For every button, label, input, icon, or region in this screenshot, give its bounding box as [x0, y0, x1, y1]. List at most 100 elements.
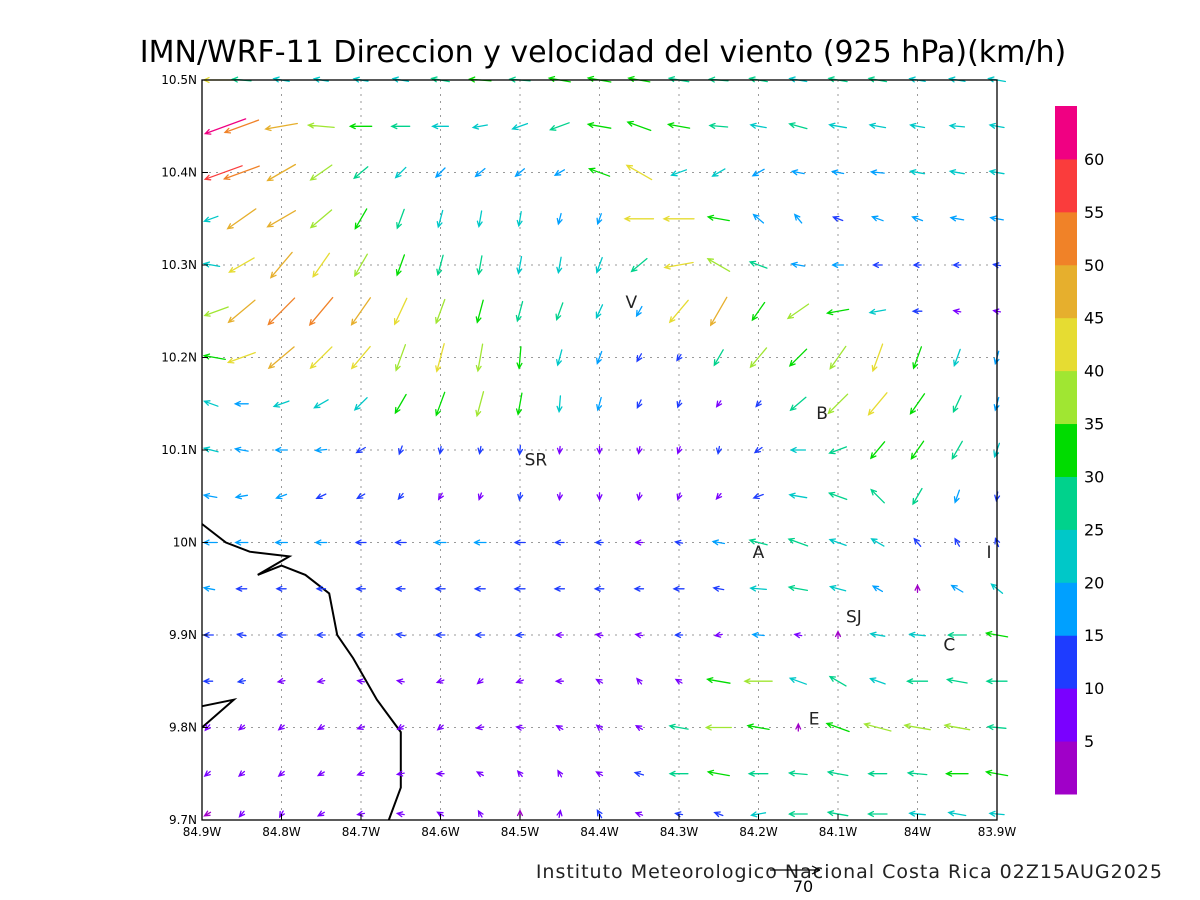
- wind-vector: [676, 353, 683, 362]
- wind-vector: [871, 343, 884, 373]
- wind-vector: [952, 395, 962, 414]
- wind-vector: [949, 215, 965, 222]
- wind-vector: [477, 492, 484, 501]
- y-tick-label: 9.7N: [169, 813, 197, 827]
- place-label: E: [809, 709, 820, 729]
- wind-vector: [223, 119, 260, 134]
- place-label: SJ: [846, 608, 862, 628]
- wind-vector: [350, 345, 371, 370]
- colorbar-label: 40: [1084, 362, 1104, 381]
- wind-vector: [706, 677, 731, 684]
- wind-vector: [274, 539, 288, 546]
- wind-vector: [513, 539, 526, 546]
- wind-vector: [676, 399, 683, 409]
- wind-vector: [593, 585, 605, 592]
- wind-vector: [549, 122, 570, 131]
- wind-vector: [355, 585, 366, 592]
- wind-vector: [309, 346, 333, 370]
- wind-vector: [315, 585, 327, 592]
- wind-vector: [316, 810, 325, 817]
- wind-vector: [825, 308, 850, 316]
- wind-vector: [596, 213, 603, 226]
- colorbar-swatch: [1055, 106, 1077, 160]
- wind-vector: [708, 122, 729, 129]
- wind-vector: [596, 445, 603, 456]
- wind-vector: [308, 296, 334, 327]
- wind-vector: [202, 400, 219, 407]
- wind-vector: [788, 348, 808, 367]
- wind-vector: [475, 299, 484, 324]
- wind-vector: [869, 631, 886, 638]
- wind-vector: [233, 400, 249, 407]
- x-tick-label: 84.2W: [739, 825, 778, 839]
- wind-vector: [203, 118, 247, 135]
- wind-vector: [747, 770, 769, 777]
- wind-vector: [633, 585, 645, 592]
- wind-vector: [753, 446, 763, 454]
- wind-vector: [272, 400, 290, 408]
- colorbar-label: 30: [1084, 468, 1104, 487]
- wind-vector: [595, 771, 604, 778]
- wind-vector: [264, 122, 298, 132]
- wind-vector: [315, 493, 327, 500]
- map-title: IMN/WRF-11 Direccion y velocidad del vie…: [140, 35, 1066, 70]
- wind-vector: [789, 396, 807, 412]
- wind-vector: [515, 724, 525, 731]
- wind-vector: [868, 308, 887, 315]
- colorbar-swatch: [1055, 370, 1077, 425]
- x-tick-label: 84.4W: [580, 825, 619, 839]
- wind-vector: [867, 810, 888, 818]
- y-tick-label: 10.3N: [161, 258, 197, 272]
- wind-vector: [266, 210, 297, 228]
- wind-vector: [309, 164, 333, 181]
- wind-vector: [635, 305, 643, 318]
- wind-vector: [390, 123, 411, 130]
- coastline-spur: [201, 697, 238, 729]
- wind-vector: [910, 440, 925, 461]
- x-tick-label: 84.7W: [342, 825, 381, 839]
- wind-vector: [236, 632, 247, 639]
- wind-vector: [316, 677, 326, 685]
- wind-vector: [353, 397, 368, 411]
- wind-vector: [237, 770, 246, 777]
- wind-vector: [790, 261, 806, 268]
- wind-vector: [393, 297, 408, 326]
- wind-vector: [477, 809, 484, 818]
- credit-text: Instituto Meteorologico Nacional Costa R…: [536, 861, 1163, 883]
- wind-vector: [668, 723, 689, 730]
- wind-vector: [953, 348, 961, 368]
- wind-vector: [435, 770, 445, 777]
- place-labels: V B SR A I SJ C E: [525, 293, 992, 729]
- wind-vector: [227, 299, 256, 324]
- wind-vector: [868, 122, 887, 129]
- wind-vector: [276, 677, 286, 685]
- colorbar-swatch: [1055, 158, 1077, 213]
- colorbar-label: 60: [1084, 150, 1104, 169]
- wind-vector: [314, 539, 328, 546]
- wind-vector: [906, 770, 928, 777]
- wind-vector: [944, 770, 969, 777]
- wind-vector: [748, 538, 768, 546]
- wind-vector: [356, 678, 366, 685]
- wind-vector: [830, 169, 845, 176]
- wind-vector: [905, 678, 929, 685]
- colorbar-label: 25: [1084, 520, 1104, 539]
- wind-vector: [515, 300, 524, 323]
- wind-vector: [396, 724, 405, 731]
- wind-vector: [313, 399, 329, 409]
- wind-vector: [676, 446, 683, 455]
- wind-vector: [596, 396, 603, 412]
- wind-vector: [314, 447, 328, 454]
- wind-vector: [396, 208, 405, 230]
- wind-vector: [829, 345, 847, 370]
- wind-vector: [354, 208, 368, 230]
- wind-vector: [395, 770, 405, 777]
- wind-vector: [950, 584, 964, 593]
- wind-vector: [869, 441, 886, 460]
- place-label: SR: [525, 450, 548, 470]
- wind-vector: [394, 539, 407, 546]
- wind-vector: [556, 256, 563, 275]
- wind-vector: [277, 770, 285, 777]
- wind-vector: [475, 391, 485, 418]
